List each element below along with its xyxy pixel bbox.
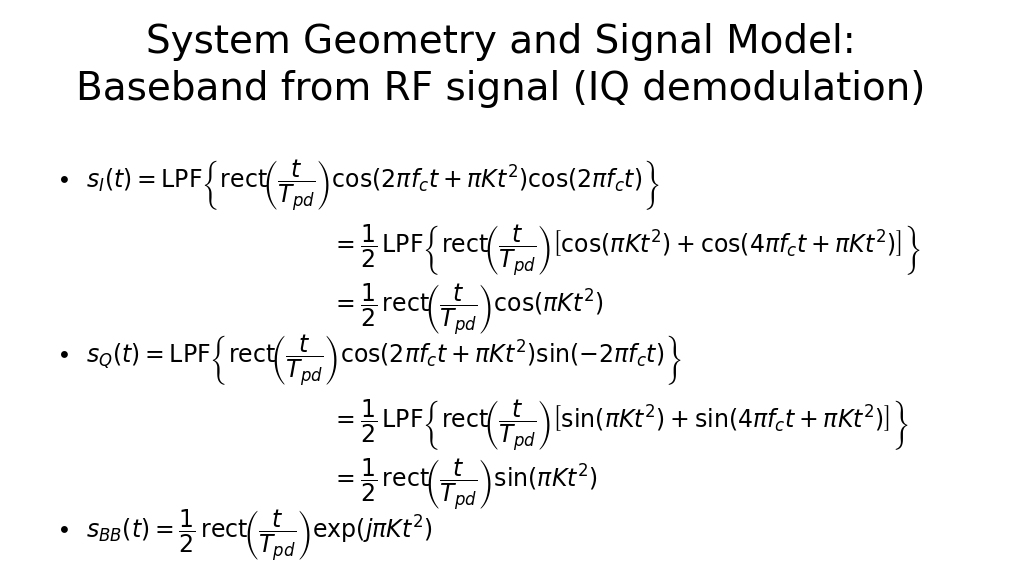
Text: $\bullet\ \ s_{BB}(t) = \dfrac{1}{2}\,\mathrm{rect}\!\left(\dfrac{t}{T_{pd}}\rig: $\bullet\ \ s_{BB}(t) = \dfrac{1}{2}\,\m… xyxy=(56,508,433,564)
Text: $= \dfrac{1}{2}\,\mathrm{rect}\!\left(\dfrac{t}{T_{pd}}\right)\sin(\pi K t^2)$: $= \dfrac{1}{2}\,\mathrm{rect}\!\left(\d… xyxy=(331,457,597,513)
Text: System Geometry and Signal Model:
Baseband from RF signal (IQ demodulation): System Geometry and Signal Model: Baseba… xyxy=(76,22,926,108)
Text: $= \dfrac{1}{2}\,\mathrm{rect}\!\left(\dfrac{t}{T_{pd}}\right)\cos(\pi K t^2)$: $= \dfrac{1}{2}\,\mathrm{rect}\!\left(\d… xyxy=(331,282,603,338)
Text: $\bullet\ \ s_Q(t) = \mathrm{LPF}\left\{\mathrm{rect}\!\left(\dfrac{t}{T_{pd}}\r: $\bullet\ \ s_Q(t) = \mathrm{LPF}\left\{… xyxy=(56,333,682,389)
Text: $= \dfrac{1}{2}\,\mathrm{LPF}\left\{\mathrm{rect}\!\left(\dfrac{t}{T_{pd}}\right: $= \dfrac{1}{2}\,\mathrm{LPF}\left\{\mat… xyxy=(331,223,921,279)
Text: $\bullet\ \ s_I(t) = \mathrm{LPF}\left\{\mathrm{rect}\!\left(\dfrac{t}{T_{pd}}\r: $\bullet\ \ s_I(t) = \mathrm{LPF}\left\{… xyxy=(56,158,660,214)
Text: $= \dfrac{1}{2}\,\mathrm{LPF}\left\{\mathrm{rect}\!\left(\dfrac{t}{T_{pd}}\right: $= \dfrac{1}{2}\,\mathrm{LPF}\left\{\mat… xyxy=(331,398,908,454)
